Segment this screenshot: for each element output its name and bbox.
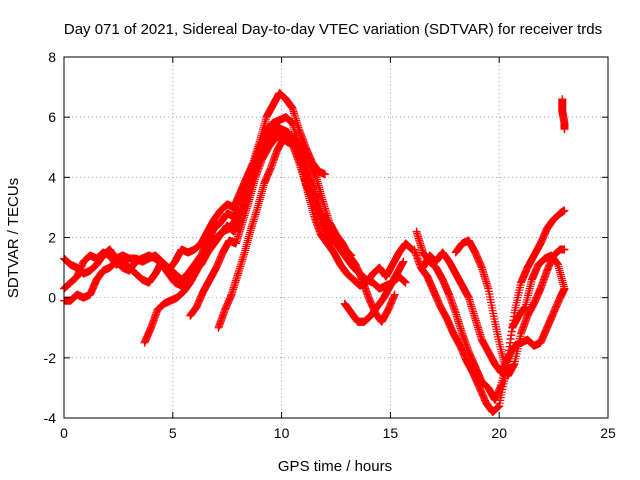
x-tick-label: 10 — [274, 425, 290, 441]
data-point — [560, 125, 569, 134]
series-track-l — [558, 95, 569, 134]
x-tick-label: 20 — [491, 425, 507, 441]
data-point — [321, 170, 330, 179]
data-point — [560, 206, 569, 215]
series-track-k — [451, 236, 569, 380]
x-tick-label: 0 — [60, 425, 68, 441]
data-point — [390, 290, 399, 299]
x-tick-label: 5 — [169, 425, 177, 441]
series-track-i — [410, 245, 569, 416]
y-tick-label: -4 — [44, 410, 57, 426]
x-tick-label: 15 — [383, 425, 399, 441]
data-point — [401, 278, 410, 287]
y-axis-label: SDTVAR / TECUs — [5, 178, 22, 298]
x-tick-label: 25 — [600, 425, 616, 441]
y-tick-label: 4 — [48, 169, 56, 185]
series-track-e — [186, 131, 410, 320]
data-point — [399, 257, 408, 266]
series-track-j — [419, 248, 569, 377]
y-tick-label: 6 — [48, 109, 56, 125]
y-tick-label: 8 — [48, 49, 56, 65]
y-axis-ticks: -4 -2 0 2 4 6 8 — [44, 49, 608, 426]
series-track-f — [214, 131, 399, 332]
series-track-g — [340, 257, 408, 326]
data-points — [60, 89, 569, 416]
x-axis-label: GPS time / hours — [278, 458, 392, 475]
data-point — [560, 245, 569, 254]
data-point — [560, 284, 569, 293]
y-tick-label: 0 — [48, 290, 56, 306]
y-tick-label: -2 — [44, 350, 57, 366]
chart-title: Day 071 of 2021, Sidereal Day-to-day VTE… — [64, 21, 602, 38]
y-tick-label: 2 — [48, 230, 56, 246]
x-axis-ticks: 0 5 10 15 20 25 — [60, 57, 616, 441]
